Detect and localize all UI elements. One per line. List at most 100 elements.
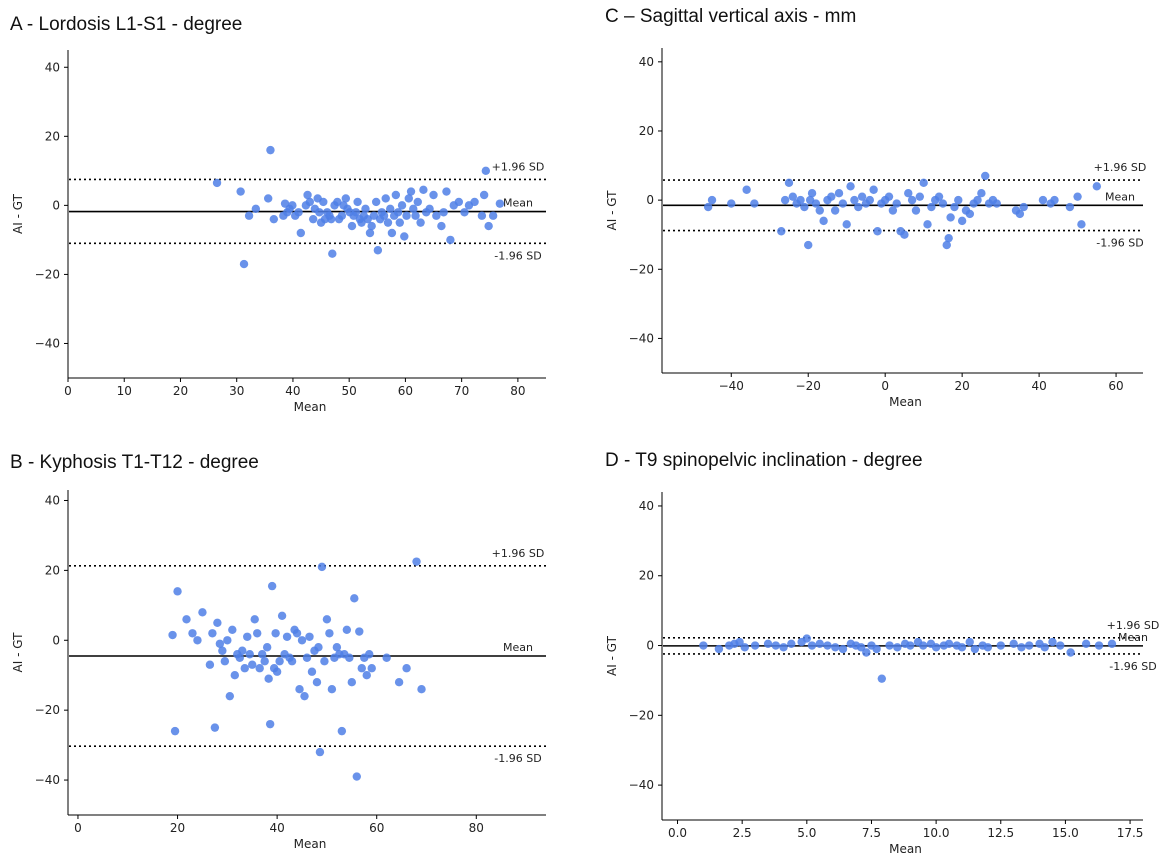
data-point <box>213 618 222 627</box>
data-point <box>263 194 273 203</box>
data-point <box>362 671 371 680</box>
data-point <box>322 615 332 624</box>
data-point <box>846 182 855 191</box>
data-point <box>1019 202 1028 212</box>
data-point <box>419 185 428 195</box>
data-point <box>402 664 411 673</box>
data-point <box>248 660 257 669</box>
data-point <box>1094 641 1104 650</box>
chart-a-title: A - Lordosis L1-S1 - degree <box>10 14 243 35</box>
data-point <box>1107 639 1117 648</box>
x-tick-label: 40 <box>269 821 284 835</box>
data-point <box>911 206 921 215</box>
data-point <box>303 190 312 200</box>
data-point <box>287 657 297 666</box>
y-tick-label: 40 <box>639 499 654 513</box>
mean-label: Mean <box>503 197 533 210</box>
data-point <box>319 197 328 207</box>
data-point <box>262 643 272 652</box>
data-point <box>815 206 824 215</box>
data-point <box>295 684 304 694</box>
y-tick-label: 0 <box>52 198 60 212</box>
data-point <box>442 187 451 196</box>
data-point <box>944 233 953 243</box>
data-point <box>950 202 959 212</box>
mean-label: Mean <box>1105 190 1135 203</box>
data-point <box>347 221 357 231</box>
data-point <box>460 208 469 217</box>
data-point <box>1040 643 1049 652</box>
chart-a-plot: −40 −20 0 20 40 0 10 20 30 40 50 60 70 80 Mean AI - GT +… <box>11 50 546 414</box>
data-point <box>170 726 180 736</box>
data-point <box>957 216 967 226</box>
data-point <box>804 240 813 250</box>
data-point <box>1081 639 1091 648</box>
data-point <box>750 199 759 208</box>
data-point <box>957 643 967 652</box>
data-point <box>265 719 275 729</box>
chart-c-title: C – Sagittal vertical axis - mm <box>605 6 857 27</box>
data-point <box>404 194 413 203</box>
x-tick-label: 60 <box>398 384 413 398</box>
data-point <box>869 185 878 194</box>
data-point <box>707 195 717 205</box>
data-point <box>394 678 404 687</box>
data-point <box>327 684 337 694</box>
data-point <box>907 195 917 205</box>
data-point <box>243 632 252 641</box>
data-point <box>854 202 863 212</box>
y-tick-label: 0 <box>52 633 60 647</box>
data-point <box>387 228 397 238</box>
data-point <box>317 562 327 572</box>
data-point <box>409 204 418 214</box>
data-point <box>429 190 438 200</box>
data-point <box>312 678 322 687</box>
data-point <box>308 214 318 224</box>
data-point <box>780 195 790 205</box>
x-tick-label: 40 <box>1031 379 1046 393</box>
data-point <box>1056 641 1065 650</box>
data-point <box>333 197 342 207</box>
y-tick-label: 40 <box>45 60 60 74</box>
data-point <box>479 190 489 200</box>
data-point <box>411 211 420 220</box>
x-tick-label: 0.0 <box>668 826 687 840</box>
data-point <box>735 637 744 647</box>
data-point <box>413 197 422 207</box>
data-point <box>931 643 941 652</box>
y-tick-label: 0 <box>646 639 654 653</box>
data-point <box>269 214 279 224</box>
data-point <box>260 657 269 666</box>
data-point <box>742 185 751 194</box>
data-point <box>873 227 882 236</box>
data-point <box>272 667 282 676</box>
data-point <box>495 199 505 208</box>
y-tick-label: −20 <box>629 262 654 276</box>
data-point <box>796 195 805 205</box>
data-point <box>357 218 366 227</box>
x-tick-label: 0 <box>74 821 82 835</box>
chart-b-title: B - Kyphosis T1-T12 - degree <box>10 452 259 473</box>
data-point <box>923 220 932 229</box>
data-point <box>355 627 364 636</box>
data-point <box>893 643 902 652</box>
data-point <box>341 194 351 203</box>
data-point <box>1077 220 1086 229</box>
y-tick-label: 20 <box>45 129 60 143</box>
data-point <box>397 201 407 210</box>
data-point <box>481 166 491 176</box>
data-point <box>220 657 230 666</box>
y-axis-label: AI - GT <box>605 190 619 231</box>
y-tick-label: −20 <box>35 267 60 281</box>
data-point <box>892 199 901 208</box>
data-point <box>815 639 824 648</box>
x-tick-label: 0 <box>881 379 889 393</box>
data-point <box>315 747 325 757</box>
data-point <box>228 625 237 634</box>
x-tick-label: 80 <box>510 384 525 398</box>
x-tick-label: 15.0 <box>1052 826 1079 840</box>
data-point <box>885 641 894 650</box>
data-point <box>970 644 980 654</box>
data-point <box>788 192 798 201</box>
